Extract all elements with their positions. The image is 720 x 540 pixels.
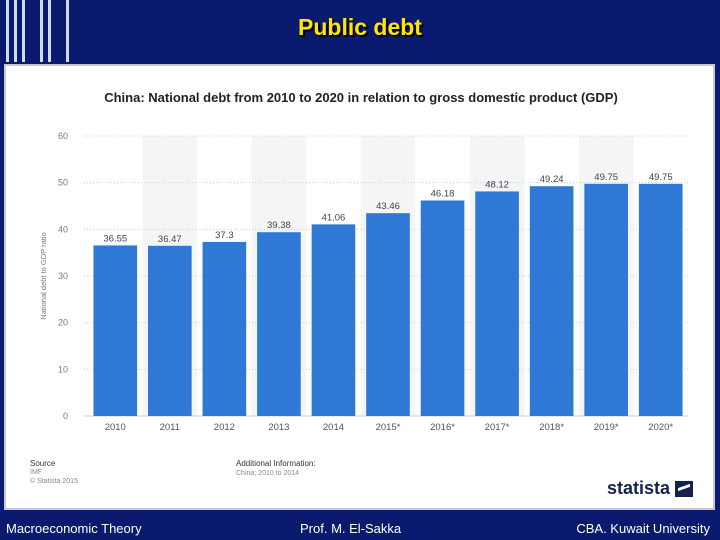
source-label: Source bbox=[30, 459, 56, 468]
footer-institution: CBA. Kuwait University bbox=[576, 521, 710, 536]
bar bbox=[257, 232, 301, 416]
bar-chart: 0 10 20 30 40 50 60 National debt to GDP ratio 3… bbox=[39, 131, 688, 433]
data-label: 43.46 bbox=[376, 201, 400, 212]
bar bbox=[638, 183, 683, 416]
data-label: 36.47 bbox=[158, 234, 182, 245]
chart-card: 0 10 20 30 40 50 60 National debt to GDP ratio 3… bbox=[4, 64, 715, 510]
data-label: 39.38 bbox=[267, 220, 291, 231]
x-tick-label: 2014 bbox=[323, 422, 344, 433]
data-label: 49.75 bbox=[594, 172, 618, 183]
x-tick-label: 2016* bbox=[430, 422, 455, 433]
data-label: 36.55 bbox=[103, 233, 127, 244]
source-copyright: © Statista 2015 bbox=[30, 478, 78, 485]
slide-footer: Macroeconomic Theory Prof. M. El-Sakka C… bbox=[0, 515, 720, 540]
bar bbox=[148, 245, 192, 416]
x-tick-label: 2019* bbox=[594, 422, 619, 433]
y-tick-label: 60 bbox=[58, 131, 68, 141]
y-tick-label: 50 bbox=[58, 178, 68, 188]
footer-author: Prof. M. El-Sakka bbox=[300, 521, 402, 536]
x-tick-label: 2020* bbox=[648, 422, 673, 433]
data-label: 37.3 bbox=[215, 230, 234, 241]
statista-logo[interactable]: statista bbox=[607, 478, 693, 499]
y-tick-label: 0 bbox=[63, 411, 68, 421]
data-label: 48.12 bbox=[485, 179, 509, 190]
bar bbox=[584, 183, 628, 416]
data-label: 46.18 bbox=[431, 188, 455, 199]
y-tick-label: 20 bbox=[58, 318, 68, 328]
decorative-lines bbox=[0, 0, 80, 62]
bar bbox=[475, 191, 519, 416]
statista-logo-icon bbox=[675, 480, 693, 497]
y-tick-label: 40 bbox=[58, 224, 68, 234]
source-name: IMF bbox=[30, 469, 43, 476]
bar bbox=[93, 245, 138, 416]
statista-logo-text: statista bbox=[606, 478, 670, 498]
x-tick-label: 2010 bbox=[105, 422, 126, 433]
data-label: 41.06 bbox=[322, 212, 346, 223]
footer-course: Macroeconomic Theory bbox=[6, 521, 142, 536]
x-tick-label: 2017* bbox=[485, 422, 510, 433]
slide-title: Public debt bbox=[298, 14, 422, 40]
bar bbox=[366, 213, 410, 416]
data-label: 49.75 bbox=[649, 172, 673, 183]
y-axis-label: National debt to GDP ratio bbox=[39, 232, 48, 319]
bar bbox=[202, 241, 247, 416]
x-tick-label: 2011 bbox=[160, 422, 180, 433]
additional-info-label: Additional Information: bbox=[236, 459, 316, 468]
x-tick-label: 2018* bbox=[539, 422, 564, 433]
data-label: 49.24 bbox=[540, 174, 564, 185]
x-tick-label: 2015* bbox=[376, 422, 401, 433]
x-tick-label: 2012 bbox=[214, 422, 235, 433]
bar bbox=[311, 224, 356, 416]
bar bbox=[420, 200, 465, 416]
chart-title: China: National debt from 2010 to 2020 i… bbox=[104, 90, 618, 105]
bar bbox=[529, 186, 574, 416]
additional-info-text: China; 2010 to 2014 bbox=[236, 470, 300, 477]
x-tick-label: 2013 bbox=[268, 422, 289, 433]
y-tick-label: 30 bbox=[58, 271, 68, 281]
y-tick-label: 10 bbox=[58, 364, 68, 374]
